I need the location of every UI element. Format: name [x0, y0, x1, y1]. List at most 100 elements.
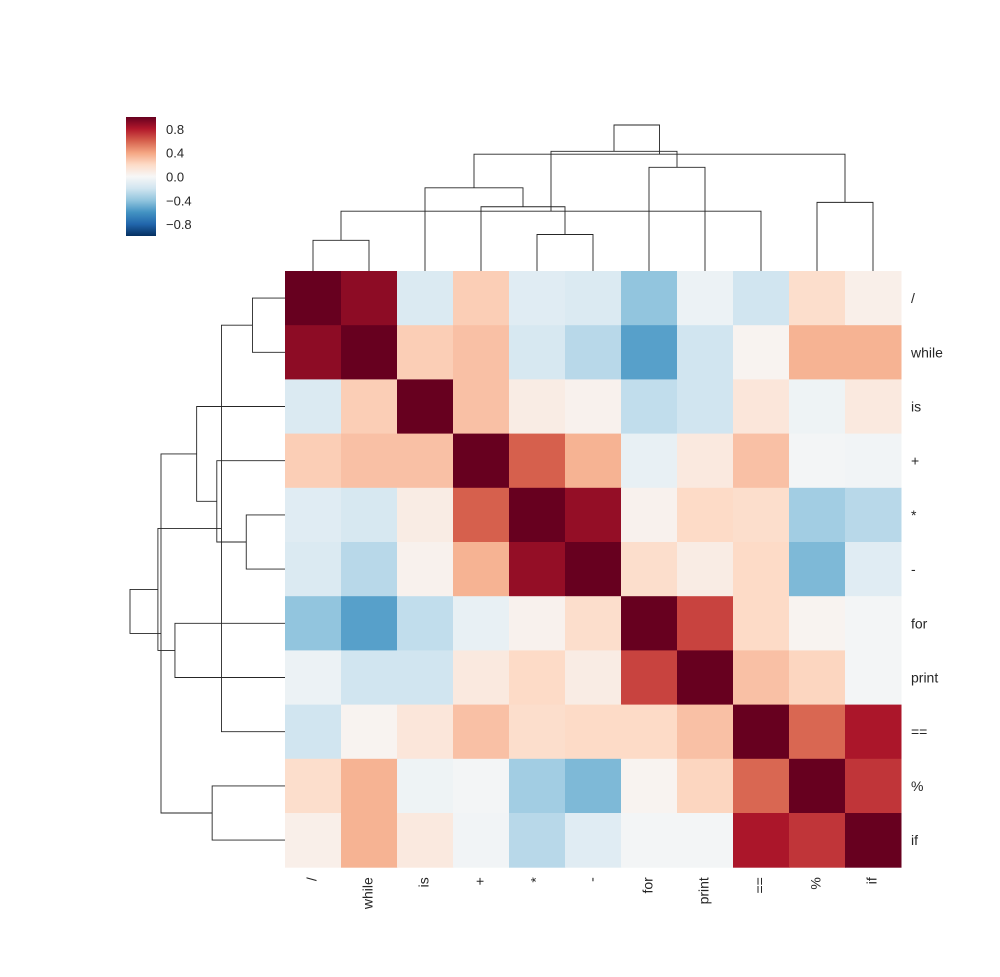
column-tick-label: for — [640, 877, 656, 894]
heatmap-cell — [677, 487, 734, 543]
colorbar-tick-label: −0.8 — [166, 217, 192, 232]
column-tick-label: while — [360, 877, 376, 910]
heatmap-cell — [285, 596, 342, 651]
column-tick-label: == — [752, 877, 768, 893]
heatmap-cell — [677, 542, 734, 597]
heatmap-cell — [509, 650, 566, 706]
heatmap-cell — [397, 379, 454, 435]
heatmap-cell — [845, 704, 902, 760]
heatmap-cell — [733, 325, 790, 380]
column-dendrogram-link — [312, 239, 370, 271]
heatmap-cell — [621, 433, 678, 489]
heatmap-cell — [733, 650, 790, 706]
heatmap-cell — [845, 650, 902, 706]
heatmap-cell — [285, 542, 342, 597]
column-dendrogram-link — [816, 201, 874, 271]
heatmap-cell — [677, 813, 734, 868]
heatmap-cell — [453, 325, 510, 380]
heatmap-cell — [733, 758, 790, 814]
row-tick-label: is — [911, 399, 921, 415]
heatmap-cell — [789, 813, 846, 868]
row-dendrogram-link — [245, 514, 285, 570]
heatmap-cell — [845, 813, 902, 868]
heatmap-cell — [341, 542, 398, 597]
colorbar: 0.8 0.4 0.0 −0.4 −0.8 — [126, 117, 192, 236]
heatmap-cell — [509, 487, 566, 543]
heatmap-cell — [341, 758, 398, 814]
heatmap-cell — [789, 379, 846, 435]
heatmap-cell — [621, 758, 678, 814]
heatmap-cell — [789, 271, 846, 326]
heatmap-cell — [453, 596, 510, 651]
column-dendrogram-link — [480, 206, 566, 271]
row-tick-label: - — [911, 561, 916, 577]
heatmap-cell — [565, 650, 622, 706]
column-dendrogram — [312, 124, 874, 271]
heatmap-cell — [341, 650, 398, 706]
heatmap-cell — [453, 379, 510, 435]
heatmap-cell — [733, 271, 790, 326]
heatmap-cell — [453, 758, 510, 814]
heatmap-cell — [565, 271, 622, 326]
heatmap-cell — [565, 542, 622, 597]
heatmap-cell — [789, 596, 846, 651]
heatmap-cell — [285, 271, 342, 326]
heatmap-cell — [677, 650, 734, 706]
column-dendrogram-link — [473, 153, 846, 203]
heatmap-cell — [509, 325, 566, 380]
heatmap-cell — [341, 596, 398, 651]
row-labels: / while is + * - for print ==% if — [910, 290, 943, 848]
heatmap-cell — [397, 650, 454, 706]
heatmap-cell — [789, 650, 846, 706]
heatmap-cell — [789, 704, 846, 760]
heatmap-cell — [789, 542, 846, 597]
heatmap-cell — [397, 325, 454, 380]
heatmap-cell — [509, 758, 566, 814]
heatmap-cell — [509, 379, 566, 435]
heatmap-cell — [285, 325, 342, 380]
heatmap-cell — [733, 596, 790, 651]
colorbar-tick-label: 0.4 — [166, 146, 184, 161]
row-dendrogram-link — [157, 528, 222, 651]
heatmap-cell — [453, 433, 510, 489]
heatmap-cell — [845, 325, 902, 380]
heatmap-cell — [453, 487, 510, 543]
heatmap-cell — [565, 379, 622, 435]
heatmap-cell — [845, 542, 902, 597]
heatmap-cell — [677, 271, 734, 326]
heatmap-cell — [733, 542, 790, 597]
column-tick-label: % — [808, 877, 824, 889]
row-tick-label: for — [911, 615, 928, 631]
heatmap-cell — [733, 379, 790, 435]
row-dendrogram-link — [221, 324, 285, 733]
column-dendrogram-link — [536, 234, 594, 271]
heatmap-cell — [789, 325, 846, 380]
heatmap-cell — [453, 813, 510, 868]
column-tick-label: * — [528, 877, 544, 883]
heatmap-cell — [845, 271, 902, 326]
colorbar-tick-label: −0.4 — [166, 193, 192, 208]
heatmap-cell — [341, 487, 398, 543]
heatmap-cell — [397, 542, 454, 597]
heatmap-cell — [733, 433, 790, 489]
heatmap-cell — [789, 433, 846, 489]
heatmap-cell — [285, 704, 342, 760]
heatmap-cell — [509, 813, 566, 868]
heatmap — [285, 271, 902, 868]
row-dendrogram-link — [216, 460, 285, 543]
heatmap-cell — [509, 271, 566, 326]
heatmap-cell — [789, 487, 846, 543]
column-tick-label: if — [864, 877, 880, 884]
heatmap-cell — [621, 813, 678, 868]
column-tick-label: is — [416, 877, 432, 887]
heatmap-cell — [565, 487, 622, 543]
heatmap-cell — [733, 704, 790, 760]
colorbar-tick-label: 0.0 — [166, 170, 184, 185]
heatmap-cell — [621, 487, 678, 543]
column-tick-label: + — [472, 877, 488, 885]
heatmap-cell — [621, 596, 678, 651]
heatmap-cell — [845, 596, 902, 651]
heatmap-cell — [285, 487, 342, 543]
heatmap-cell — [397, 596, 454, 651]
